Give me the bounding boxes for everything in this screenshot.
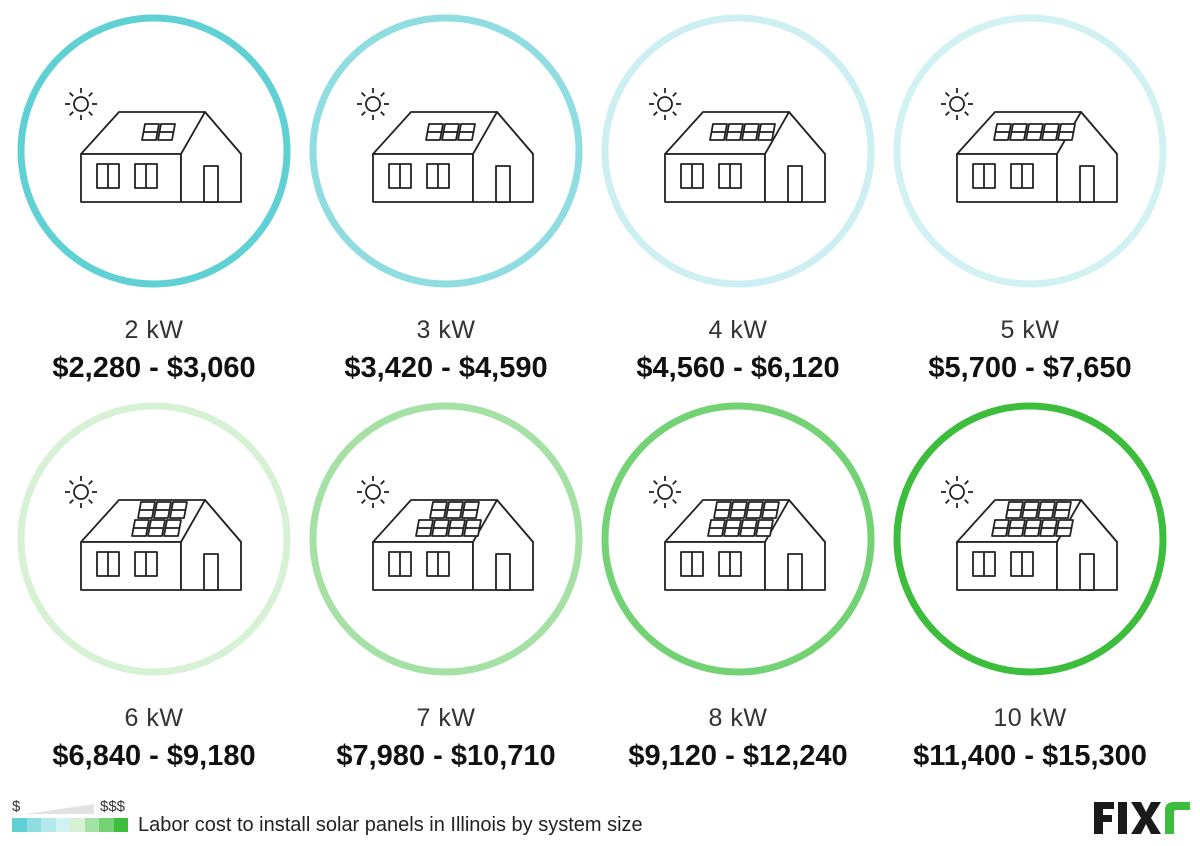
ring-circle bbox=[17, 14, 291, 288]
legend-swatch bbox=[70, 818, 85, 832]
legend-color-scale bbox=[12, 818, 128, 832]
price-range-label: $4,560 - $6,120 bbox=[636, 352, 840, 384]
legend-wedge-icon bbox=[26, 804, 94, 814]
system-size-label: 5 kW bbox=[1000, 316, 1060, 344]
ring-illustration bbox=[893, 402, 1167, 676]
house-solar-icon bbox=[893, 14, 1167, 288]
solar-panels-icon bbox=[993, 123, 1076, 141]
sun-icon bbox=[357, 476, 389, 508]
ring-illustration bbox=[17, 14, 291, 288]
cost-card: 4 kW $4,560 - $6,120 bbox=[592, 14, 884, 394]
cost-card: 8 kW $9,120 - $12,240 bbox=[592, 402, 884, 782]
legend-high-label: $$$ bbox=[100, 798, 126, 815]
solar-panels-icon bbox=[707, 501, 780, 537]
ring-circle bbox=[893, 14, 1167, 288]
sun-icon bbox=[65, 88, 97, 120]
solar-panels-icon bbox=[131, 501, 188, 537]
legend-swatch bbox=[113, 818, 128, 832]
system-size-label: 4 kW bbox=[708, 316, 768, 344]
cost-card: 5 kW $5,700 - $7,650 bbox=[884, 14, 1176, 394]
legend-swatch bbox=[41, 818, 56, 832]
cost-card: 6 kW $6,840 - $9,180 bbox=[8, 402, 300, 782]
cost-grid: 2 kW $2,280 - $3,060 3 kW $3,420 - $4,590 4 … bbox=[8, 14, 1176, 782]
ring-illustration bbox=[309, 402, 583, 676]
solar-panels-icon bbox=[415, 501, 482, 537]
price-range-label: $11,400 - $15,300 bbox=[913, 740, 1147, 772]
price-range-label: $5,700 - $7,650 bbox=[928, 352, 1132, 384]
legend-swatch bbox=[26, 818, 41, 832]
legend-low-label: $ bbox=[12, 798, 21, 815]
ring-illustration bbox=[601, 14, 875, 288]
house-icon bbox=[664, 111, 826, 203]
price-range-label: $9,120 - $12,240 bbox=[628, 740, 848, 772]
ring-circle bbox=[309, 14, 583, 288]
solar-panels-icon bbox=[991, 501, 1074, 537]
system-size-label: 7 kW bbox=[416, 704, 476, 732]
system-size-label: 2 kW bbox=[124, 316, 184, 344]
ring-circle bbox=[17, 402, 291, 676]
ring-illustration bbox=[309, 14, 583, 288]
ring-illustration bbox=[601, 402, 875, 676]
system-size-label: 8 kW bbox=[708, 704, 768, 732]
house-solar-icon bbox=[601, 14, 875, 288]
house-icon bbox=[956, 111, 1118, 203]
ring-circle bbox=[601, 14, 875, 288]
cost-card: 10 kW $11,400 - $15,300 bbox=[884, 402, 1176, 782]
system-size-label: 6 kW bbox=[124, 704, 184, 732]
house-icon bbox=[664, 499, 826, 591]
house-solar-icon bbox=[309, 402, 583, 676]
solar-panels-icon bbox=[709, 123, 776, 141]
ring-illustration bbox=[893, 14, 1167, 288]
legend-swatch bbox=[55, 818, 70, 832]
house-solar-icon bbox=[893, 402, 1167, 676]
cost-card: 7 kW $7,980 - $10,710 bbox=[300, 402, 592, 782]
solar-panels-icon bbox=[425, 123, 476, 141]
cost-card: 2 kW $2,280 - $3,060 bbox=[8, 14, 300, 394]
sun-icon bbox=[65, 476, 97, 508]
legend-swatch bbox=[99, 818, 114, 832]
house-solar-icon bbox=[309, 14, 583, 288]
sun-icon bbox=[357, 88, 389, 120]
sun-icon bbox=[941, 88, 973, 120]
footer: $ $$$ Labor cost to install solar panels… bbox=[0, 790, 1200, 846]
house-icon bbox=[80, 499, 242, 591]
ring-illustration bbox=[17, 402, 291, 676]
price-range-label: $6,840 - $9,180 bbox=[52, 740, 256, 772]
system-size-label: 3 kW bbox=[416, 316, 476, 344]
price-range-label: $2,280 - $3,060 bbox=[52, 352, 256, 384]
ring-circle bbox=[309, 402, 583, 676]
house-solar-icon bbox=[17, 14, 291, 288]
house-solar-icon bbox=[17, 402, 291, 676]
sun-icon bbox=[649, 476, 681, 508]
cost-card: 3 kW $3,420 - $4,590 bbox=[300, 14, 592, 394]
ring-circle bbox=[601, 402, 875, 676]
house-solar-icon bbox=[601, 402, 875, 676]
legend-swatch bbox=[12, 818, 27, 832]
fixr-logo bbox=[1094, 802, 1190, 834]
solar-panels-icon bbox=[141, 123, 176, 141]
sun-icon bbox=[649, 88, 681, 120]
legend-swatch bbox=[84, 818, 99, 832]
price-range-label: $3,420 - $4,590 bbox=[344, 352, 548, 384]
price-range-label: $7,980 - $10,710 bbox=[336, 740, 556, 772]
caption: Labor cost to install solar panels in Il… bbox=[138, 814, 643, 836]
house-icon bbox=[372, 111, 534, 203]
system-size-label: 10 kW bbox=[993, 704, 1067, 732]
sun-icon bbox=[941, 476, 973, 508]
ring-circle bbox=[893, 402, 1167, 676]
